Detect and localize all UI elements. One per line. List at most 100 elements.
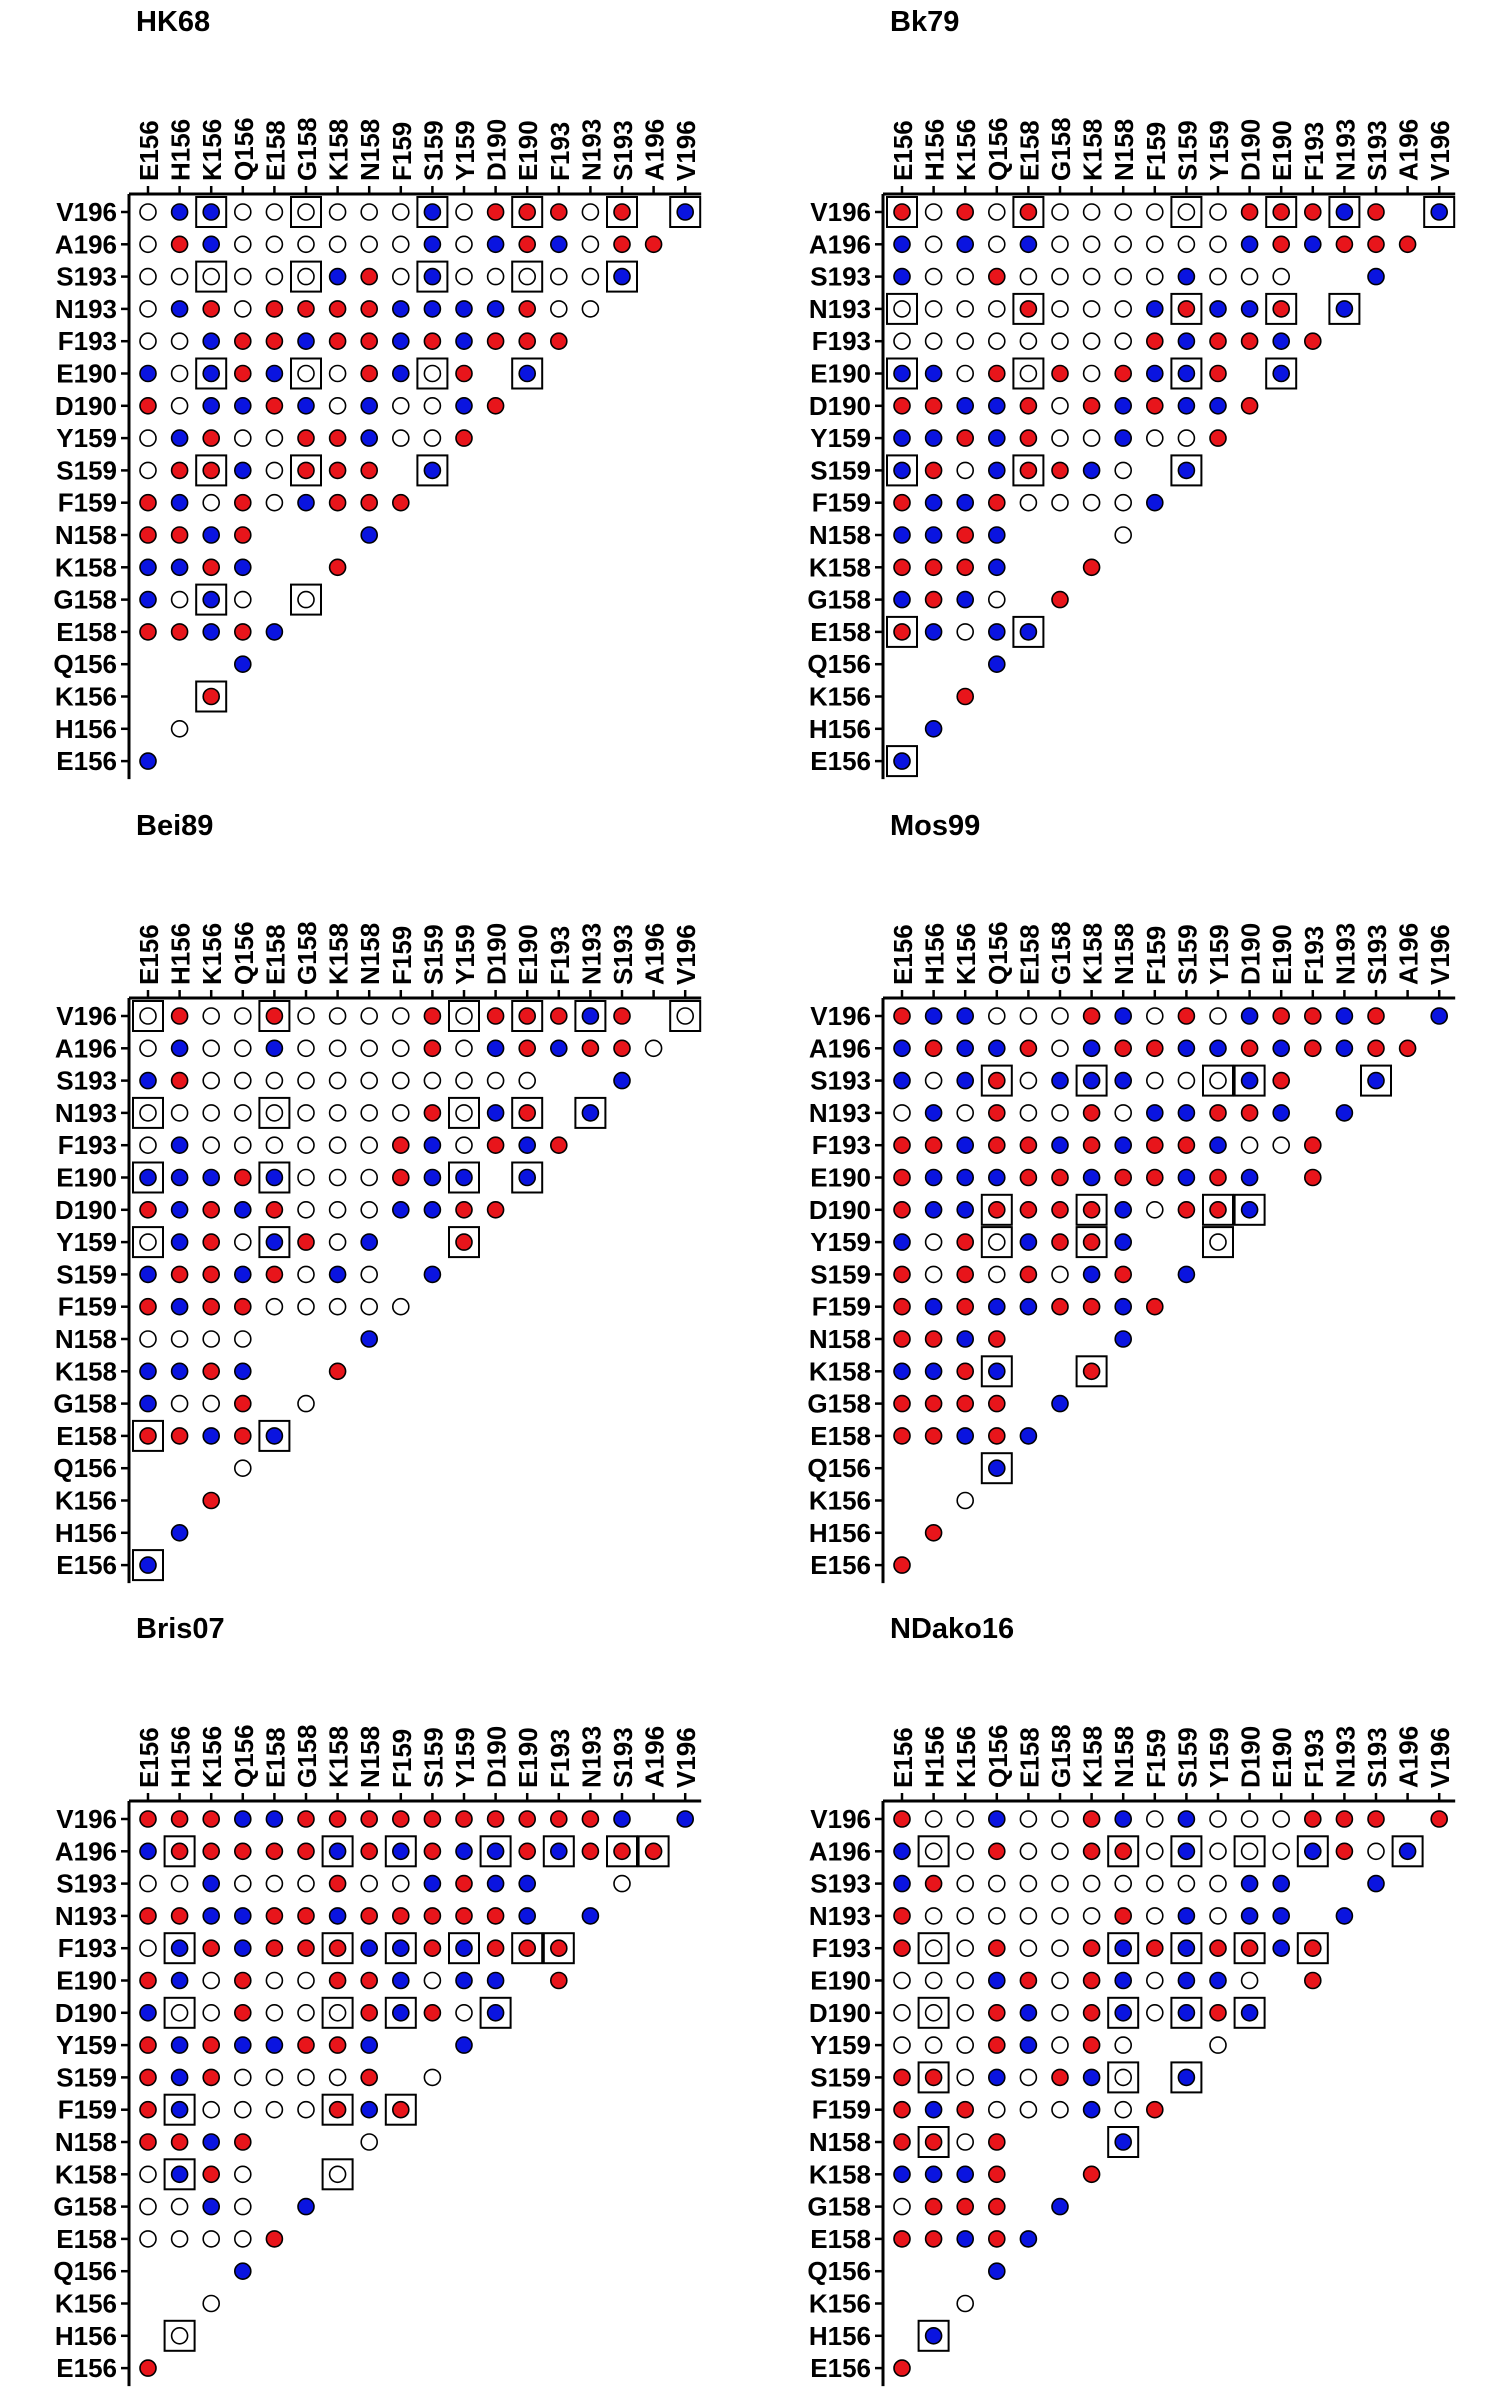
dot-empty	[265, 267, 284, 286]
dot-red	[1335, 235, 1354, 254]
dot-blue	[234, 396, 252, 415]
dot-empty	[391, 1007, 410, 1025]
dot-blue	[234, 1265, 252, 1284]
dot-blue	[202, 1907, 220, 1925]
dot-empty	[391, 267, 410, 286]
dot-red	[1051, 461, 1069, 480]
y-tick-label: A196	[809, 1836, 871, 1866]
dot-empty	[297, 1168, 315, 1187]
dot-blue	[234, 655, 252, 674]
dot-blue	[1146, 1104, 1164, 1122]
dot-red	[1082, 1104, 1101, 1122]
dot-empty	[893, 332, 911, 351]
dot-empty	[234, 2197, 252, 2216]
dot-red	[328, 2036, 347, 2054]
dot-red	[139, 2036, 157, 2054]
x-tick-label: H156	[166, 119, 196, 181]
y-tick-label: G158	[807, 585, 871, 615]
y-tick-label: K158	[55, 1356, 117, 1386]
dot-red	[644, 235, 663, 254]
dot-blue	[423, 1874, 442, 1893]
dot-blue	[1240, 2004, 1259, 2022]
dot-red	[893, 1907, 911, 1925]
dot-empty	[1051, 300, 1069, 318]
dot-empty	[1051, 332, 1069, 351]
dot-blue	[987, 655, 1006, 674]
dot-blue	[391, 332, 410, 351]
dot-red	[613, 1039, 631, 1058]
dot-red	[1367, 235, 1385, 254]
dot-empty	[139, 1136, 157, 1154]
x-tick-label: F193	[1299, 926, 1329, 985]
dot-red	[360, 1971, 379, 1990]
dot-red	[1304, 1971, 1322, 1990]
x-tick-label: E190	[1267, 120, 1297, 181]
highlight-box	[258, 1000, 291, 1032]
dot-red	[360, 300, 379, 318]
dot-blue	[170, 1201, 189, 1219]
x-tick-label: N193	[576, 119, 606, 181]
dot-empty	[1051, 1104, 1069, 1122]
dot-blue	[987, 1459, 1006, 1477]
dot-blue	[1051, 2197, 1069, 2216]
dot-empty	[1146, 1971, 1164, 1990]
dot-empty	[328, 364, 347, 383]
dot-red	[265, 332, 284, 351]
dot-empty	[170, 1394, 189, 1413]
highlight-box	[917, 2061, 950, 2094]
dot-red	[202, 1265, 220, 1284]
dot-blue	[581, 1007, 600, 1025]
dot-empty	[170, 1330, 189, 1348]
dot-blue	[987, 526, 1006, 544]
dot-empty	[202, 267, 220, 286]
dot-empty	[234, 300, 252, 318]
y-tick-label: F159	[812, 1292, 871, 1322]
dot-empty	[581, 235, 600, 254]
dot-blue	[1240, 300, 1259, 318]
x-tick-label: A196	[1394, 923, 1424, 985]
x-tick-label: F159	[387, 926, 417, 985]
y-tick-label: V196	[56, 197, 117, 227]
dot-empty	[1114, 267, 1132, 286]
dot-empty	[1146, 1907, 1164, 1925]
dot-red	[486, 1201, 505, 1219]
dot-empty	[297, 1394, 315, 1413]
dot-red	[265, 1939, 284, 1957]
dot-blue	[1272, 1939, 1290, 1957]
dot-empty	[1051, 1939, 1069, 1957]
dot-blue	[987, 2262, 1006, 2280]
dot-empty	[1177, 1874, 1196, 1893]
dot-empty	[360, 1265, 379, 1284]
dot-empty	[265, 235, 284, 254]
dot-empty	[139, 332, 157, 351]
dot-blue	[391, 1842, 410, 1861]
dot-red	[1272, 1007, 1290, 1025]
y-tick-label: N193	[809, 1098, 871, 1128]
dot-blue	[924, 1007, 943, 1025]
dot-blue	[1240, 1201, 1259, 1219]
dot-red	[360, 461, 379, 480]
dot-red	[893, 396, 911, 415]
dot-red	[1209, 1939, 1227, 1957]
highlight-box	[1391, 1835, 1424, 1868]
dot-empty	[1051, 2004, 1069, 2022]
dot-empty	[1114, 1874, 1132, 1893]
y-tick-label: E158	[56, 1421, 117, 1451]
dot-blue	[1114, 1201, 1132, 1219]
dot-red	[486, 332, 505, 351]
dot-blue	[893, 590, 911, 609]
dot-red	[581, 1842, 600, 1861]
x-tick-label: N193	[576, 1726, 606, 1788]
y-tick-label: K158	[809, 552, 871, 582]
dot-red	[1082, 1007, 1101, 1025]
y-tick-label: E190	[56, 1163, 117, 1193]
dot-red	[202, 2036, 220, 2054]
dot-empty	[265, 1136, 284, 1154]
dot-empty	[1114, 1104, 1132, 1122]
dot-red	[893, 558, 911, 577]
dot-red	[1114, 1265, 1132, 1284]
dot-empty	[1177, 235, 1196, 254]
dot-blue	[1177, 1265, 1196, 1284]
dot-blue	[265, 1039, 284, 1058]
